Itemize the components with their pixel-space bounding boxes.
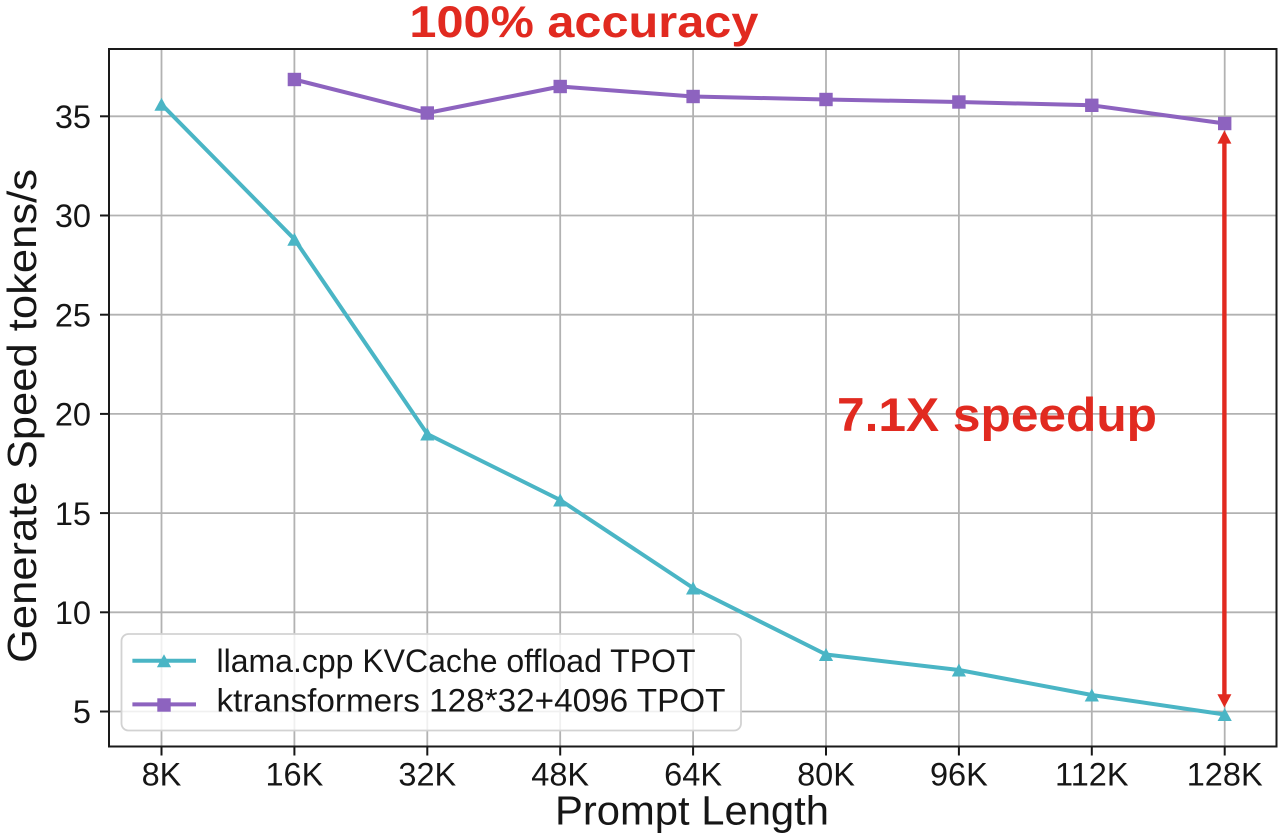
svg-text:128K: 128K — [1187, 757, 1263, 793]
svg-text:llama.cpp KVCache offload TPOT: llama.cpp KVCache offload TPOT — [217, 643, 696, 679]
svg-text:80K: 80K — [797, 757, 855, 793]
svg-text:5: 5 — [73, 694, 91, 730]
svg-text:20: 20 — [55, 397, 91, 433]
svg-text:7.1X speedup: 7.1X speedup — [837, 388, 1157, 441]
svg-text:100% accuracy: 100% accuracy — [409, 0, 758, 47]
svg-text:25: 25 — [55, 297, 91, 333]
svg-text:16K: 16K — [265, 757, 323, 793]
svg-text:35: 35 — [55, 99, 91, 135]
svg-text:Prompt Length: Prompt Length — [555, 788, 829, 834]
svg-text:ktransformers 128*32+4096 TPOT: ktransformers 128*32+4096 TPOT — [217, 683, 726, 719]
svg-text:30: 30 — [55, 198, 91, 234]
svg-text:64K: 64K — [664, 757, 722, 793]
svg-text:96K: 96K — [930, 757, 988, 793]
svg-text:32K: 32K — [398, 757, 456, 793]
svg-text:8K: 8K — [142, 757, 182, 793]
svg-text:15: 15 — [55, 496, 91, 532]
svg-text:112K: 112K — [1055, 757, 1129, 793]
svg-text:48K: 48K — [531, 757, 589, 793]
svg-text:Generate Speed tokens/s: Generate Speed tokens/s — [0, 169, 45, 663]
svg-text:10: 10 — [55, 595, 91, 631]
